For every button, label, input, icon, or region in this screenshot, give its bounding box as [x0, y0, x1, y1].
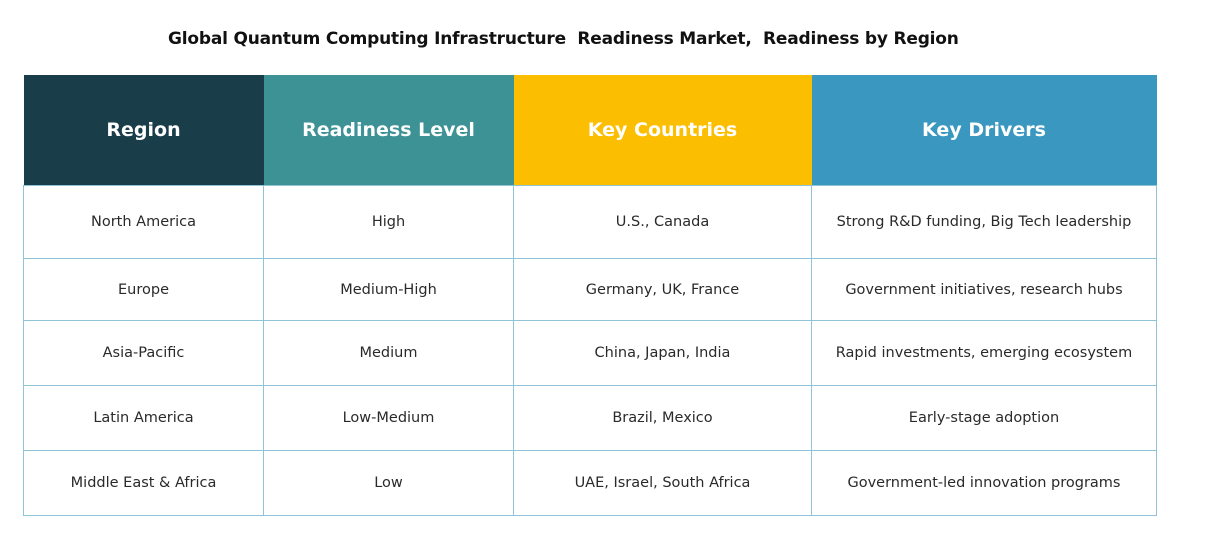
table-row: North America High U.S., Canada Strong R… [23, 185, 1157, 259]
cell-key-drivers: Strong R&D funding, Big Tech leadership [811, 185, 1157, 259]
table-row: Asia-Pacific Medium China, Japan, India … [23, 320, 1157, 386]
cell-key-countries: China, Japan, India [513, 320, 812, 386]
cell-readiness-level: High [263, 185, 514, 259]
cell-key-countries: Germany, UK, France [513, 258, 812, 321]
table-header-row: Region Readiness Level Key Countries Key… [23, 75, 1157, 186]
readiness-table: Region Readiness Level Key Countries Key… [23, 75, 1157, 516]
table-row: Middle East & Africa Low UAE, Israel, So… [23, 450, 1157, 516]
cell-readiness-level: Medium-High [263, 258, 514, 321]
cell-region: Asia-Pacific [23, 320, 264, 386]
cell-readiness-level: Low [263, 450, 514, 516]
cell-key-drivers: Rapid investments, emerging ecosystem [811, 320, 1157, 386]
header-key-drivers: Key Drivers [811, 75, 1157, 186]
page-title: Global Quantum Computing Infrastructure … [168, 29, 959, 49]
cell-region: Middle East & Africa [23, 450, 264, 516]
cell-key-countries: U.S., Canada [513, 185, 812, 259]
cell-region: Latin America [23, 385, 264, 451]
cell-key-countries: Brazil, Mexico [513, 385, 812, 451]
cell-readiness-level: Low-Medium [263, 385, 514, 451]
header-region: Region [23, 75, 264, 186]
cell-region: North America [23, 185, 264, 259]
header-key-countries: Key Countries [513, 75, 812, 186]
header-readiness-level: Readiness Level [263, 75, 514, 186]
cell-region: Europe [23, 258, 264, 321]
cell-key-countries: UAE, Israel, South Africa [513, 450, 812, 516]
cell-key-drivers: Government-led innovation programs [811, 450, 1157, 516]
cell-key-drivers: Government initiatives, research hubs [811, 258, 1157, 321]
table-row: Latin America Low-Medium Brazil, Mexico … [23, 385, 1157, 451]
cell-key-drivers: Early-stage adoption [811, 385, 1157, 451]
table-row: Europe Medium-High Germany, UK, France G… [23, 258, 1157, 321]
cell-readiness-level: Medium [263, 320, 514, 386]
